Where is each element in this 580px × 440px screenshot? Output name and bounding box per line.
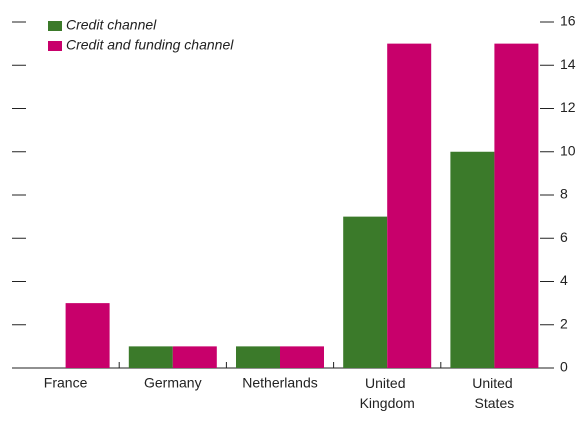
bar [236, 346, 280, 368]
y-tick-label: 4 [560, 272, 568, 288]
x-tick-label: Netherlands [242, 375, 318, 391]
y-tick-label: 10 [560, 142, 576, 158]
y-tick-label: 2 [560, 315, 568, 331]
y-tick-label: 6 [560, 229, 568, 245]
legend-label: Credit and funding channel [66, 37, 234, 53]
legend-swatch [48, 21, 62, 31]
y-tick-label: 12 [560, 99, 576, 115]
bar [280, 346, 324, 368]
x-tick-label: Germany [144, 375, 202, 391]
y-tick-label: 8 [560, 186, 568, 202]
y-tick-label: 14 [560, 56, 576, 72]
legend-label: Credit channel [66, 17, 157, 33]
bar [172, 346, 217, 368]
bar [128, 346, 173, 368]
x-tick-label: France [44, 375, 88, 391]
bar [387, 43, 432, 368]
bar [343, 216, 388, 368]
x-tick-label: United Kingdom [360, 375, 415, 411]
x-tick-label: United States [472, 375, 516, 411]
y-tick-label: 16 [560, 13, 576, 29]
bar [65, 303, 110, 368]
y-tick-label: 0 [560, 359, 568, 375]
legend-swatch [48, 41, 62, 51]
bar [450, 151, 495, 368]
bar [494, 43, 539, 368]
